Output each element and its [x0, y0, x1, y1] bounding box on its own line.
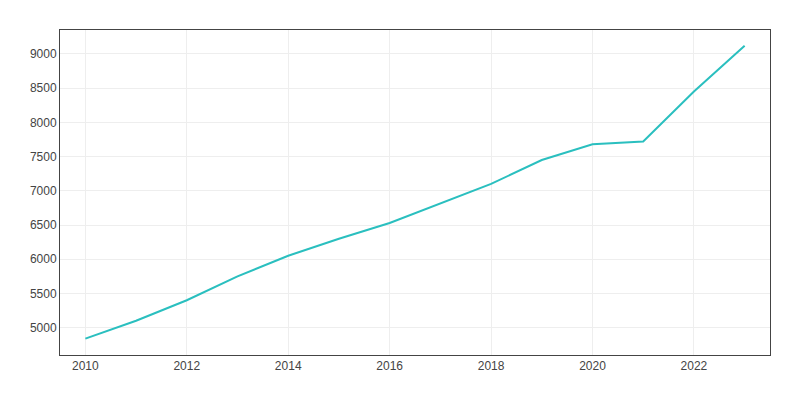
svg-text:2010: 2010	[72, 359, 99, 373]
svg-text:8500: 8500	[30, 81, 57, 95]
svg-text:5000: 5000	[30, 321, 57, 335]
svg-text:7500: 7500	[30, 150, 57, 164]
svg-text:9000: 9000	[30, 47, 57, 61]
svg-text:2020: 2020	[579, 359, 606, 373]
svg-text:6000: 6000	[30, 252, 57, 266]
svg-text:2022: 2022	[681, 359, 708, 373]
svg-text:7000: 7000	[30, 184, 57, 198]
svg-text:2014: 2014	[275, 359, 302, 373]
svg-text:5500: 5500	[30, 287, 57, 301]
svg-text:6500: 6500	[30, 218, 57, 232]
svg-text:8000: 8000	[30, 116, 57, 130]
svg-text:2016: 2016	[376, 359, 403, 373]
svg-text:2018: 2018	[478, 359, 505, 373]
svg-text:2012: 2012	[173, 359, 200, 373]
